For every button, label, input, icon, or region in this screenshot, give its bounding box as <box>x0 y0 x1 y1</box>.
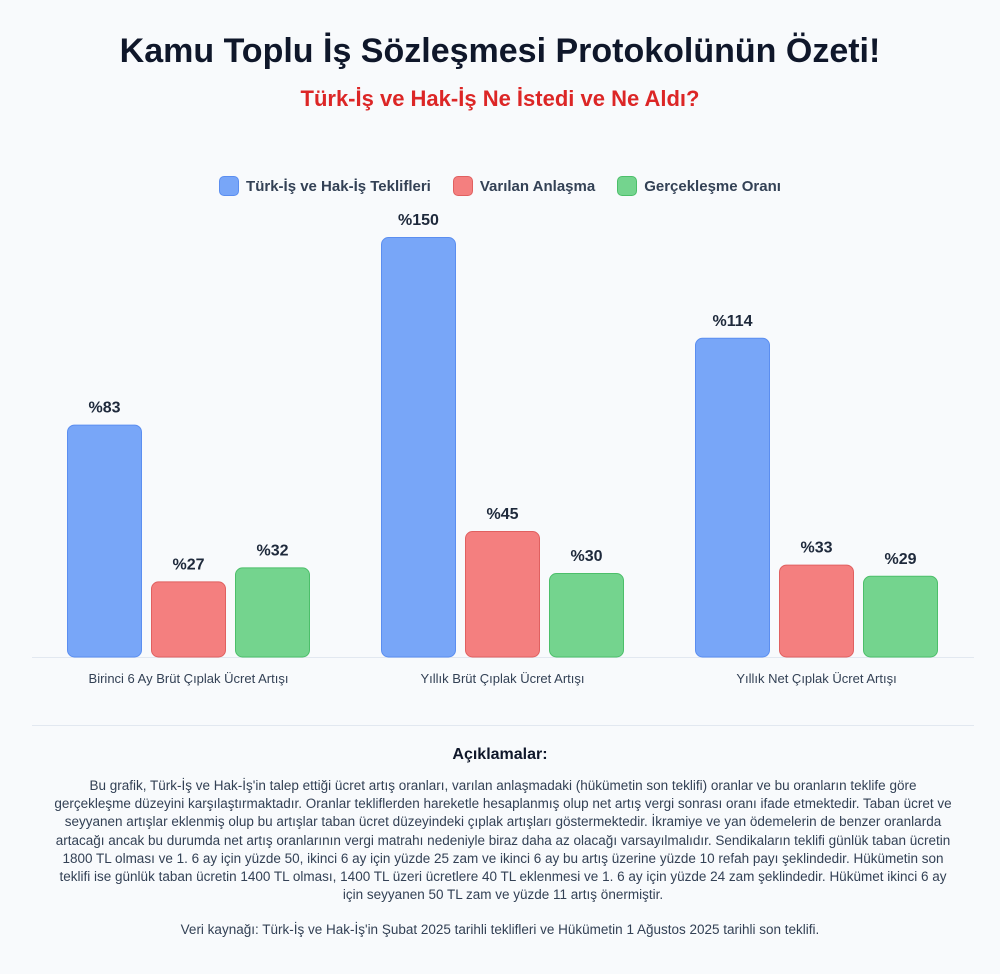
source-note: Veri kaynağı: Türk-İş ve Hak-İş'in Şubat… <box>180 922 820 937</box>
bar-2-series-3 <box>549 573 624 658</box>
data-label-3-series-2: %33 <box>800 540 832 557</box>
notes-body: Bu grafik, Türk-İş ve Hak-İş'in talep et… <box>54 778 952 903</box>
legend-item-agreement[interactable]: Varılan Anlaşma <box>452 176 596 196</box>
legend-label-proposals: Türk-İş ve Hak-İş Teklifleri <box>246 177 431 195</box>
bar-3-series-1 <box>695 337 770 658</box>
data-label-1-series-1: %83 <box>88 400 120 417</box>
notes-heading: Açıklamalar: <box>452 746 548 763</box>
data-label-3-series-3: %29 <box>884 551 916 568</box>
legend-label-realization: Gerçekleşme Oranı <box>644 177 781 195</box>
bar-1-series-3 <box>235 567 310 658</box>
bar-2-series-2 <box>465 531 540 658</box>
x-tick-label-1: Birinci 6 Ay Brüt Çıplak Ücret Artışı <box>89 671 289 686</box>
legend-swatch-realization <box>617 176 638 196</box>
legend-item-realization[interactable]: Gerçekleşme Oranı <box>617 176 781 196</box>
x-tick-label-2: Yıllık Brüt Çıplak Ücret Artışı <box>421 671 585 686</box>
data-label-2-series-1: %150 <box>398 212 439 229</box>
data-label-1-series-2: %27 <box>172 556 204 573</box>
legend: Türk-İş ve Hak-İş Teklifleri Varılan Anl… <box>0 176 1000 196</box>
data-label-2-series-3: %30 <box>570 548 602 565</box>
section-divider <box>32 725 974 726</box>
legend-swatch-agreement <box>452 176 473 196</box>
bar-1-series-1 <box>67 424 142 658</box>
bar-3-series-2 <box>779 564 854 658</box>
bar-chart: %83 %27 %32 Birinci 6 Ay Brüt Çıplak Ücret … <box>32 212 974 686</box>
x-tick-label-3: Yıllık Net Çıplak Ücret Artışı <box>736 671 896 686</box>
chart-subtitle: Türk-İş ve Hak-İş Ne İstedi ve Ne Aldı? <box>300 86 700 111</box>
data-label-3-series-1: %114 <box>712 313 752 330</box>
data-label-1-series-3: %32 <box>256 542 288 559</box>
chart-title: Kamu Toplu İş Sözleşmesi Protokolünün Öz… <box>119 32 881 70</box>
legend-swatch-proposals <box>219 176 240 196</box>
bar-1-series-2 <box>151 581 226 658</box>
bar-3-series-3 <box>863 575 938 658</box>
bar-2-series-1 <box>381 237 456 658</box>
legend-label-agreement: Varılan Anlaşma <box>479 177 596 195</box>
legend-item-proposals[interactable]: Türk-İş ve Hak-İş Teklifleri <box>219 176 431 196</box>
data-label-2-series-2: %45 <box>486 506 518 523</box>
